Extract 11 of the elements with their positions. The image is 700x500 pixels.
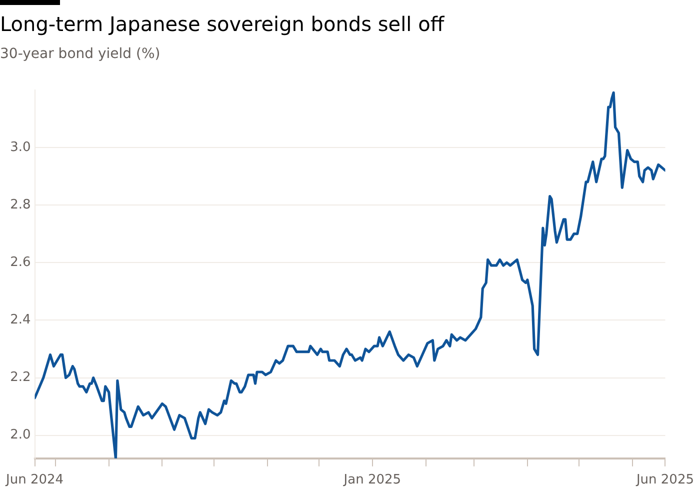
- y-tick-label: 2.4: [10, 312, 31, 328]
- x-tick-label: Jan 2025: [342, 472, 402, 488]
- x-tick-label: Jun 2024: [5, 472, 64, 488]
- y-tick-label: 2.8: [10, 197, 31, 212]
- y-tick-label: 2.2: [10, 370, 31, 386]
- y-tick-label: 2.0: [10, 428, 31, 443]
- x-tick-label: Jun 2025: [635, 472, 694, 488]
- y-tick-label: 2.6: [10, 254, 31, 270]
- chart-title: Long-term Japanese sovereign bonds sell off: [0, 12, 444, 36]
- y-tick-label: 3.0: [10, 140, 31, 155]
- chart-subtitle: 30-year bond yield (%): [0, 46, 160, 62]
